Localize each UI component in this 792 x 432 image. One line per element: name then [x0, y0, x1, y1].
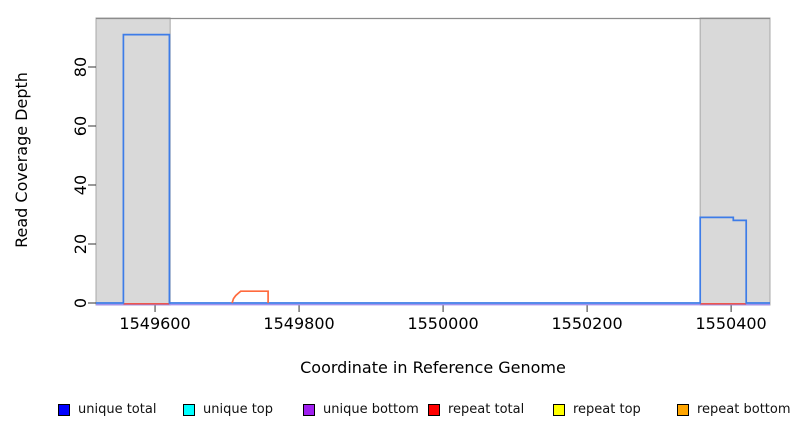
legend-label: unique total: [78, 402, 157, 417]
shaded-region: [95, 17, 171, 306]
y-axis-label: Read Coverage Depth: [12, 72, 31, 248]
legend-item-repeat-total: repeat total: [428, 402, 524, 417]
x-tick-label: 1549800: [263, 314, 334, 333]
legend-item-unique-bottom: unique bottom: [303, 402, 419, 417]
legend-swatch-icon: [183, 403, 195, 416]
x-tick-label: 1550400: [695, 314, 766, 333]
legend-swatch-icon: [58, 403, 70, 416]
legend-label: unique top: [203, 402, 274, 417]
legend-swatch-icon: [677, 403, 689, 416]
x-tick-label: 1550200: [551, 314, 622, 333]
legend-label: repeat top: [573, 402, 641, 417]
legend-item-unique-total: unique total: [58, 402, 156, 417]
y-tick-label: 80: [71, 57, 90, 77]
y-tick-label: 40: [71, 175, 90, 195]
legend-item-repeat-top: repeat top: [553, 402, 641, 417]
x-tick-label: 1550000: [407, 314, 478, 333]
legend-label: repeat total: [448, 402, 525, 417]
shaded-region: [699, 17, 771, 306]
y-tick-label: 0: [71, 298, 90, 308]
y-tick-label: 20: [71, 234, 90, 254]
x-axis-label: Coordinate in Reference Genome: [300, 358, 566, 377]
series-line-repeat-bottom: [231, 290, 269, 304]
legend-label: repeat bottom: [697, 402, 791, 417]
legend-swatch-icon: [303, 403, 315, 416]
y-tick-label: 60: [71, 116, 90, 136]
legend-item-repeat-bottom: repeat bottom: [677, 402, 791, 417]
series-line-unique-total: [96, 33, 770, 304]
legend: unique total unique top unique bottom repea…: [0, 0, 792, 417]
x-tick-label: 1549600: [119, 314, 190, 333]
legend-swatch-icon: [428, 403, 440, 416]
legend-swatch-icon: [553, 403, 565, 416]
legend-item-unique-top: unique top: [183, 402, 273, 417]
legend-label: unique bottom: [323, 402, 419, 417]
